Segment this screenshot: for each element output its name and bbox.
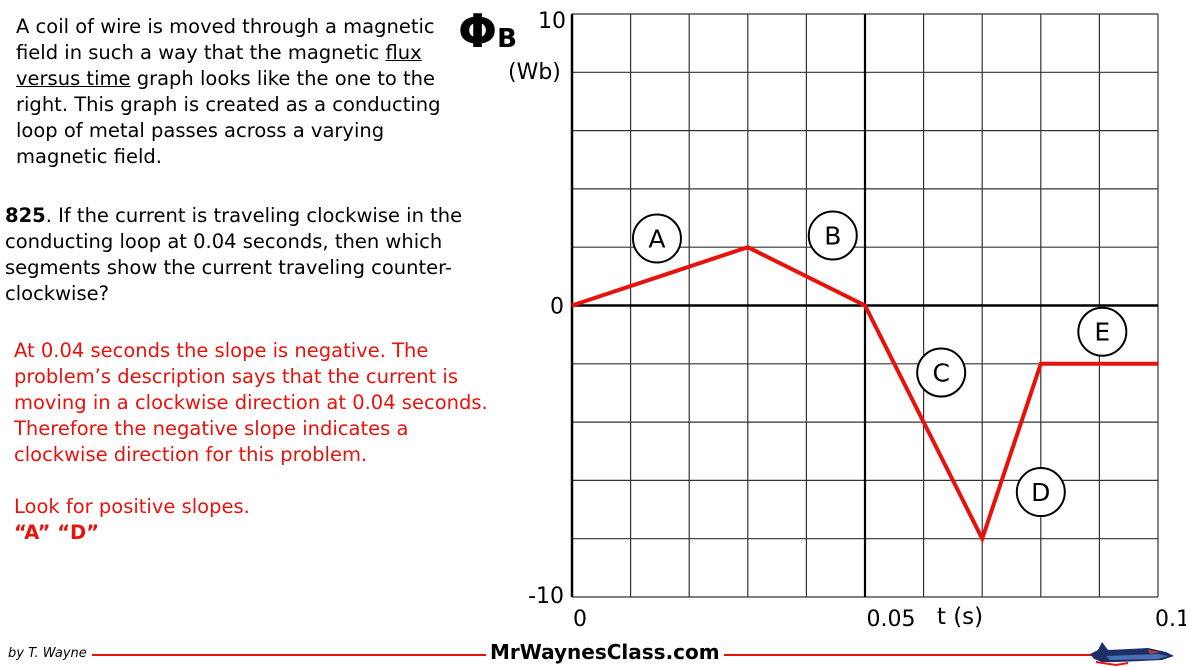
flux-versus-time-underlined: flux versus time xyxy=(16,41,422,90)
y-tick-label: 10 xyxy=(538,9,566,34)
intro-text: A coil of wire is moved through a magnet… xyxy=(16,15,441,168)
footer-site: MrWaynesClass.com xyxy=(486,640,724,664)
x-tick-label: 0.1 xyxy=(1155,607,1186,632)
segment-label-circle xyxy=(631,213,682,264)
flux-symbol: ΦB xyxy=(458,4,517,58)
flux-series-line xyxy=(571,245,1158,544)
x-axis-label: t (s) xyxy=(937,604,983,630)
answer-paragraph-2: Look for positive slopes. xyxy=(14,495,250,518)
segment-label-d: D xyxy=(1031,478,1050,507)
answer-paragraph-1: At 0.04 seconds the slope is negative. T… xyxy=(14,339,488,466)
segment-label-c: C xyxy=(932,359,949,388)
rocket-logo-icon xyxy=(1090,642,1174,666)
segment-label-circle xyxy=(1077,306,1128,357)
segment-label-circle xyxy=(807,210,858,261)
x-tick-label: 0.05 xyxy=(867,607,916,632)
y-axis-unit: (Wb) xyxy=(508,60,561,85)
segment-label-e: E xyxy=(1094,318,1110,347)
answer-text: At 0.04 seconds the slope is negative. T… xyxy=(14,338,504,546)
footer-author: by T. Wayne xyxy=(8,646,87,661)
question-body: . If the current is traveling clockwise … xyxy=(5,204,463,305)
segment-label-a: A xyxy=(648,224,665,253)
segment-label-circle xyxy=(1015,467,1066,518)
y-tick-label: 0 xyxy=(550,295,564,320)
segment-label-circle xyxy=(916,347,967,398)
question-text: 825. If the current is traveling clockwi… xyxy=(5,203,485,307)
answer-final: “A” “D” xyxy=(14,521,100,544)
segment-label-b: B xyxy=(824,222,841,251)
y-tick-label: -10 xyxy=(528,584,564,609)
question-number: 825 xyxy=(5,204,46,227)
x-tick-label: 0 xyxy=(573,607,587,632)
